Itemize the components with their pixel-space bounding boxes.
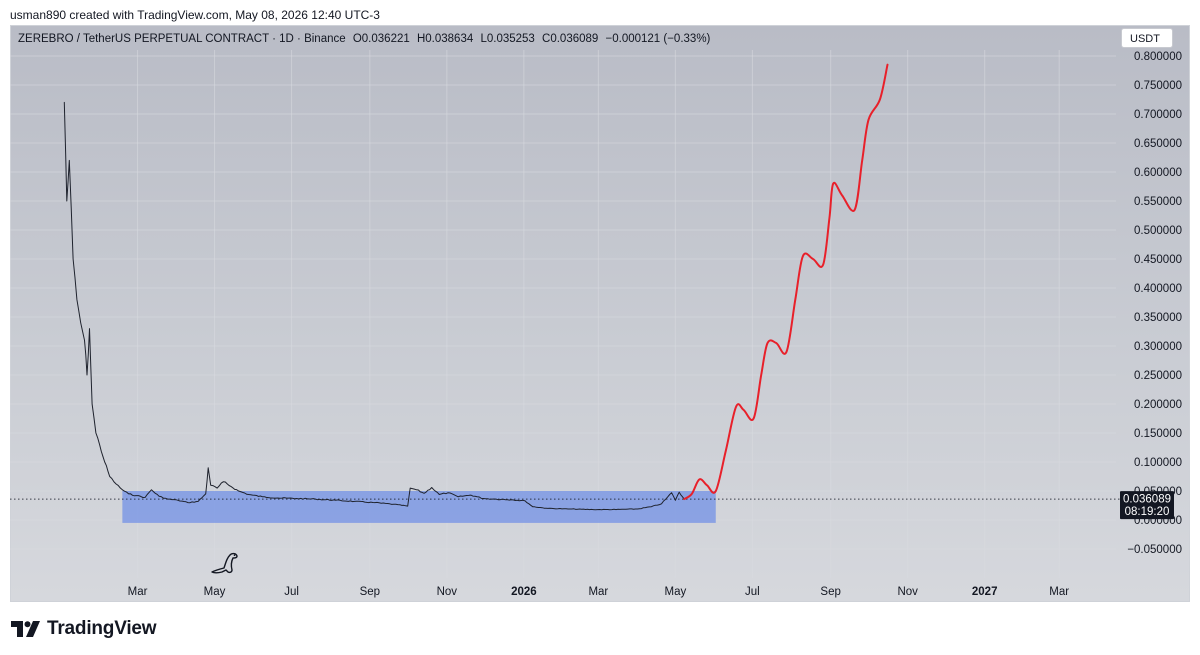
x-tick-label: Mar [588, 586, 608, 598]
x-tick-label: May [665, 586, 687, 598]
x-tick-label: Nov [437, 586, 458, 598]
y-tick-label: −0.050000 [1127, 544, 1182, 556]
y-tick-label: 0.250000 [1134, 370, 1182, 382]
x-tick-label: Sep [820, 586, 840, 598]
y-tick-label: 0.150000 [1134, 428, 1182, 440]
x-tick-label: Mar [128, 586, 148, 598]
y-tick-label: 0.300000 [1134, 341, 1182, 353]
tradingview-logo[interactable]: TradingView [11, 618, 157, 640]
y-tick-label: 0.200000 [1134, 399, 1182, 411]
chart-header: ZEREBRO / TetherUS PERPETUAL CONTRACT · … [18, 33, 714, 45]
y-tick-label: 0.100000 [1134, 457, 1182, 469]
x-tick-label: 2027 [972, 586, 998, 598]
tradingview-logo-icon [11, 621, 40, 637]
x-tick-label: May [204, 586, 226, 598]
ohlc-high: H0.038634 [416, 33, 474, 45]
price-line [63, 101, 685, 511]
currency-button[interactable]: USDT [1121, 28, 1173, 48]
range-box [122, 491, 716, 523]
x-tick-label: Mar [1049, 586, 1069, 598]
x-tick-label: Jul [745, 586, 760, 598]
chart-caption: usman890 created with TradingView.com, M… [10, 8, 380, 22]
y-tick-label: 0.400000 [1134, 283, 1182, 295]
y-tick-label: 0.550000 [1134, 196, 1182, 208]
x-tick-label: 2026 [511, 586, 537, 598]
y-tick-label: 0.450000 [1134, 254, 1182, 266]
projection-line [683, 63, 889, 501]
x-tick-label: Sep [360, 586, 380, 598]
ohlc-change: −0.000121 (−0.33%) [605, 33, 711, 45]
brand-name: TradingView [47, 618, 157, 639]
y-tick-label: 0.700000 [1134, 109, 1182, 121]
x-tick-label: Nov [897, 586, 918, 598]
x-tick-label: Jul [284, 586, 299, 598]
current-price-label-bg [1120, 491, 1174, 520]
symbol-title[interactable]: ZEREBRO / TetherUS PERPETUAL CONTRACT · … [18, 33, 346, 45]
y-tick-label: 0.350000 [1134, 312, 1182, 324]
dino-icon [211, 552, 238, 574]
ohlc-open: O0.036221 [352, 33, 410, 45]
ohlc-low: L0.035253 [480, 33, 535, 45]
y-tick-label: 0.500000 [1134, 225, 1182, 237]
y-tick-label: 0.750000 [1134, 80, 1182, 92]
current-price-label: 0.036089 [1123, 494, 1171, 506]
y-tick-label: 0.650000 [1134, 138, 1182, 150]
ohlc-close: C0.036089 [542, 33, 599, 45]
countdown-label: 08:19:20 [1125, 506, 1170, 518]
y-tick-label: 0.600000 [1134, 167, 1182, 179]
y-tick-label: 0.800000 [1134, 51, 1182, 63]
